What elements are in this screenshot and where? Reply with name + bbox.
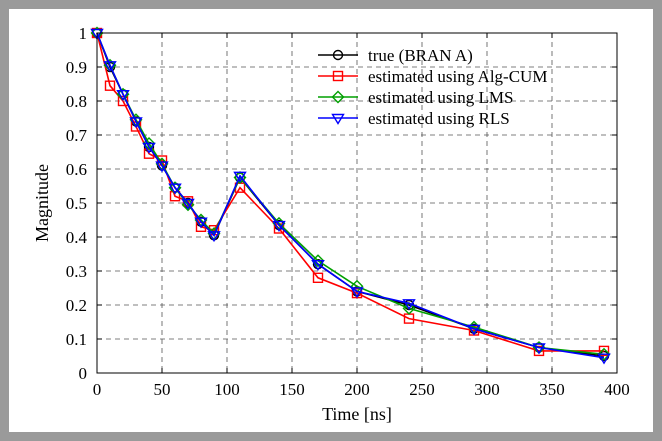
series-3 — [90, 28, 611, 365]
y-tick-label: 0.2 — [66, 296, 87, 315]
data-point — [117, 95, 129, 107]
data-point — [533, 345, 545, 357]
data-point — [233, 171, 247, 183]
x-axis-label: Time [ns] — [322, 404, 392, 424]
y-tick-label: 0.3 — [66, 262, 87, 281]
x-tick-label: 150 — [279, 380, 305, 399]
data-point — [181, 198, 195, 210]
y-tick-label: 1 — [79, 24, 88, 43]
data-point — [103, 61, 117, 73]
legend-marker — [331, 90, 345, 104]
data-point — [598, 345, 610, 357]
data-point — [155, 161, 169, 173]
plot-area-border — [96, 32, 618, 374]
y-tick-label: 0.7 — [66, 126, 88, 145]
y-tick-label: 0.6 — [66, 160, 87, 179]
data-point — [311, 260, 325, 272]
legend-label: estimated using LMS — [368, 88, 513, 107]
series-line — [96, 32, 605, 359]
data-point — [116, 89, 130, 102]
x-tick-label: 250 — [409, 380, 435, 399]
x-tick-label: 100 — [214, 380, 240, 399]
data-point — [467, 324, 481, 336]
data-point — [129, 117, 143, 129]
data-point — [168, 183, 182, 195]
data-point — [169, 190, 181, 202]
data-point — [104, 80, 116, 91]
data-point — [402, 299, 416, 311]
data-point — [142, 137, 156, 150]
y-tick-label: 0.1 — [66, 330, 87, 349]
x-tick-label: 400 — [604, 380, 630, 399]
y-tick-label: 0.4 — [66, 228, 88, 247]
legend-marker — [332, 70, 344, 82]
y-tick-label: 0.8 — [66, 92, 87, 111]
grid — [97, 33, 617, 373]
ticks: 0 50 100 150 200 250 300 350 400 0 0.1 0.2 0.3 0.4 0.5… — [66, 24, 630, 399]
y-axis-label: Magnitude — [32, 164, 52, 242]
x-tick-label: 200 — [344, 380, 370, 399]
legend-item: estimated using RLS — [318, 109, 510, 128]
data-point — [311, 254, 325, 268]
data-point — [207, 231, 221, 243]
legend-item: true (BRAN A) — [318, 46, 473, 65]
legend-label: estimated using Alg-CUM — [368, 67, 547, 86]
data-point — [350, 287, 364, 299]
legend-marker — [332, 49, 344, 61]
data-point — [194, 217, 208, 229]
legend-marker — [331, 113, 345, 125]
data-point — [142, 142, 156, 154]
data-point — [312, 272, 324, 283]
y-tick-label: 0.5 — [66, 194, 87, 213]
data-point — [597, 353, 611, 365]
y-tick-label: 0 — [79, 364, 88, 383]
data-point — [272, 220, 286, 232]
series-layer — [90, 26, 611, 365]
x-tick-label: 0 — [93, 380, 102, 399]
legend: true (BRAN A) estimated using Alg-CUM esti… — [318, 46, 547, 128]
legend-label: estimated using RLS — [368, 109, 510, 128]
legend-item: estimated using LMS — [318, 88, 513, 107]
x-tick-label: 300 — [474, 380, 500, 399]
legend-label: true (BRAN A) — [368, 46, 473, 65]
data-point — [532, 343, 546, 355]
y-tick-label: 0.9 — [66, 58, 87, 77]
data-point — [597, 347, 611, 361]
data-point — [90, 28, 104, 40]
x-tick-label: 350 — [539, 380, 565, 399]
legend-item: estimated using Alg-CUM — [318, 67, 547, 86]
x-tick-label: 50 — [154, 380, 171, 399]
data-point — [402, 301, 416, 315]
